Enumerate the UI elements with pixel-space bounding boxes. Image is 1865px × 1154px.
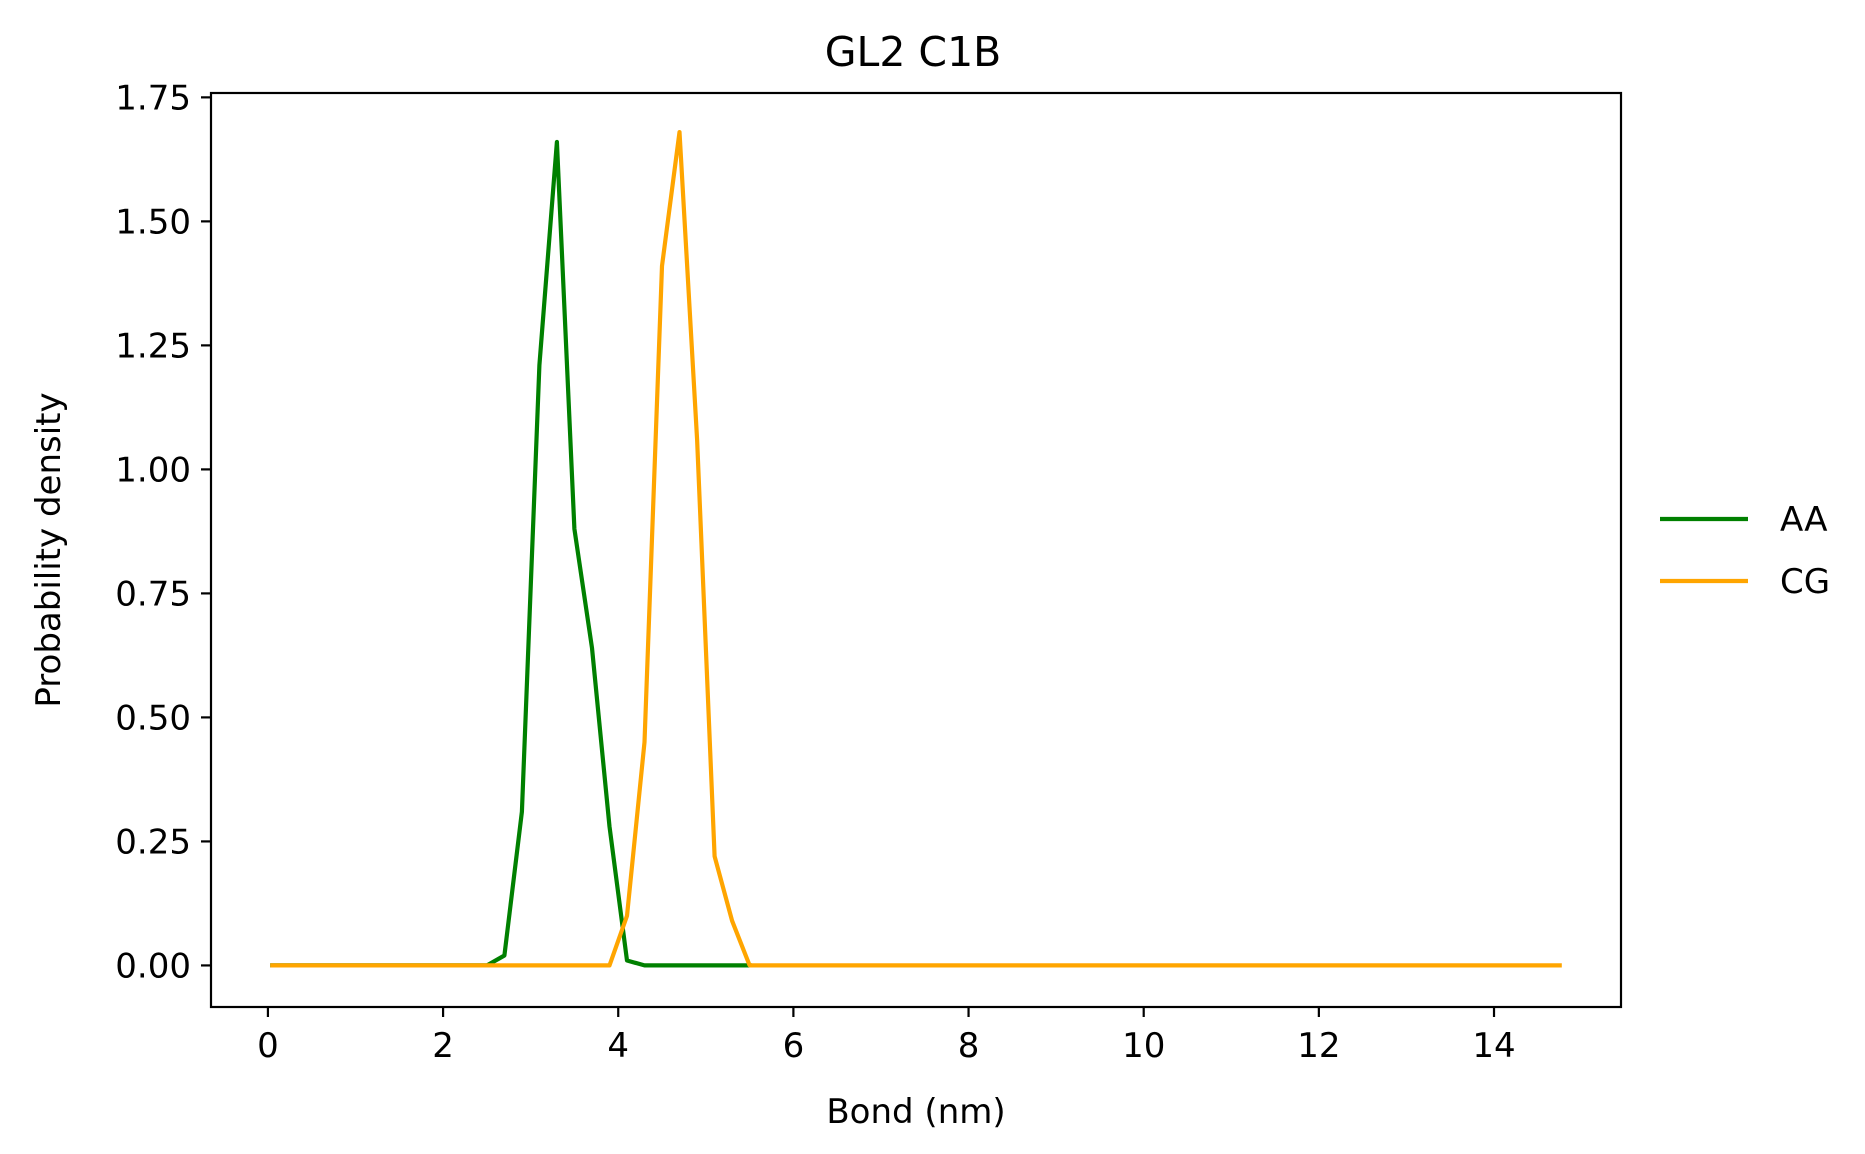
x-tick-label: 10 <box>1122 1026 1165 1066</box>
y-tick-label: 1.75 <box>115 78 191 118</box>
series-layer <box>270 130 1562 968</box>
y-tick-label: 0.50 <box>115 698 191 738</box>
y-tick-label: 0.00 <box>115 946 191 986</box>
x-axis-label: Bond (nm) <box>826 1092 1005 1132</box>
legend: AA CG <box>1660 500 1830 602</box>
plot-frame <box>209 91 1623 1009</box>
series-line-cg <box>270 130 1562 968</box>
plot-background <box>211 93 1621 1007</box>
legend-label-aa: AA <box>1780 500 1827 540</box>
x-tick-label: 0 <box>257 1026 279 1066</box>
legend-label-cg: CG <box>1780 562 1830 602</box>
y-tick-label: 0.25 <box>115 822 191 862</box>
y-tick-label: 1.00 <box>115 450 191 490</box>
x-tick-label: 4 <box>607 1026 629 1066</box>
x-tick-label: 2 <box>432 1026 454 1066</box>
y-tick-label: 0.75 <box>115 574 191 614</box>
x-axis-ticks: 0 2 4 6 8 10 12 14 <box>257 1007 1516 1066</box>
x-tick-label: 14 <box>1472 1026 1515 1066</box>
chart-title: GL2 C1B <box>825 28 1002 76</box>
y-tick-label: 1.25 <box>115 326 191 366</box>
y-axis-ticks: 0.00 0.25 0.50 0.75 1.00 1.25 1.50 1.75 <box>115 78 211 986</box>
y-axis-label: Probability density <box>29 392 69 707</box>
y-tick-label: 1.50 <box>115 202 191 242</box>
x-tick-label: 8 <box>958 1026 980 1066</box>
x-tick-label: 6 <box>783 1026 805 1066</box>
plot-area <box>209 91 1623 1009</box>
x-tick-label: 12 <box>1297 1026 1340 1066</box>
series-line-aa <box>270 139 752 968</box>
